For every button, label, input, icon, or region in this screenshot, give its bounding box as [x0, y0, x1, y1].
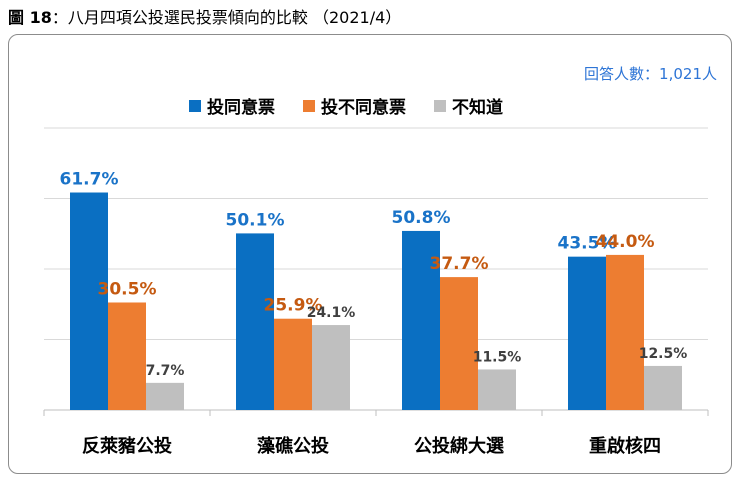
- sample-size-note: 回答人數：1,021人: [584, 65, 717, 83]
- legend-item-disagree: 投不同意票: [303, 93, 406, 118]
- data-label: 50.8%: [392, 208, 451, 228]
- bar-disagree: [274, 318, 312, 410]
- data-label: 25.9%: [264, 296, 323, 316]
- legend-label-agree: 投同意票: [207, 98, 275, 118]
- bar-agree: [70, 192, 108, 410]
- bar-disagree: [440, 277, 478, 410]
- bar-unknown: [146, 382, 184, 410]
- data-label: 61.7%: [60, 170, 119, 190]
- data-label: 12.5%: [639, 346, 688, 362]
- legend-swatch-unknown: [434, 99, 446, 112]
- figure-number: 圖 18: [8, 8, 52, 27]
- category-labels: 反萊豬公投 藻礁公投 公投綁大選 重啟核四: [82, 435, 661, 457]
- data-label: 24.1%: [307, 305, 356, 321]
- legend-label-unknown: 不知道: [452, 98, 503, 118]
- data-labels: 61.7% 30.5% 7.7% 50.1% 25.9%24.1% 50.8% 37.7% 1…: [60, 170, 688, 379]
- category-label: 反萊豬公投: [82, 435, 172, 457]
- figure-separator: ：: [51, 8, 68, 27]
- bar-agree: [402, 230, 440, 410]
- chart-frame: 回答人數：1,021人 投同意票 投不同意票 不知道: [8, 34, 732, 474]
- data-label: 50.1%: [226, 210, 285, 230]
- category-label: 重啟核四: [589, 435, 661, 457]
- legend-item-agree: 投同意票: [189, 93, 275, 118]
- legend-item-unknown: 不知道: [434, 93, 503, 118]
- figure-title: 圖 18：八月四項公投選民投票傾向的比較 （2021/4）: [8, 4, 401, 28]
- bar-agree: [236, 233, 274, 410]
- bars: [70, 192, 682, 410]
- data-label: 37.7%: [430, 254, 489, 274]
- legend-swatch-agree: [189, 99, 201, 112]
- data-label: 30.5%: [98, 279, 157, 299]
- bar-disagree: [108, 302, 146, 410]
- legend-swatch-disagree: [303, 99, 315, 112]
- bar-unknown: [478, 369, 516, 410]
- data-label: 43.5%: [558, 234, 617, 254]
- chart-legend: 投同意票 投不同意票 不知道: [189, 93, 531, 118]
- category-label: 公投綁大選: [414, 435, 504, 457]
- figure-title-text: 八月四項公投選民投票傾向的比較: [67, 8, 308, 27]
- legend-label-disagree: 投不同意票: [321, 98, 406, 118]
- data-label: 44.0%: [596, 232, 655, 252]
- data-label: 11.5%: [473, 349, 522, 365]
- figure-date: （2021/4）: [312, 8, 402, 27]
- bar-disagree: [606, 254, 644, 410]
- bar-unknown: [644, 365, 682, 410]
- data-label: 7.7%: [146, 363, 185, 379]
- bar-agree: [568, 256, 606, 410]
- bar-unknown: [312, 325, 350, 410]
- category-label: 藻礁公投: [257, 435, 329, 457]
